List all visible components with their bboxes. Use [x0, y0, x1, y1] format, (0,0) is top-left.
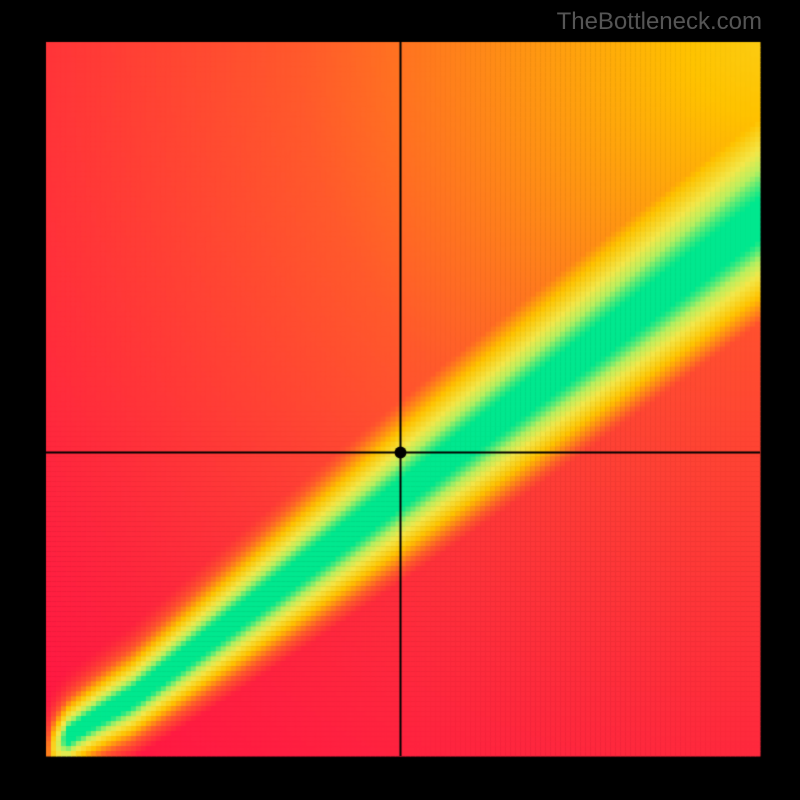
- watermark-text: TheBottleneck.com: [557, 8, 762, 36]
- heatmap-canvas: [0, 0, 800, 800]
- chart-container: TheBottleneck.com: [0, 0, 800, 800]
